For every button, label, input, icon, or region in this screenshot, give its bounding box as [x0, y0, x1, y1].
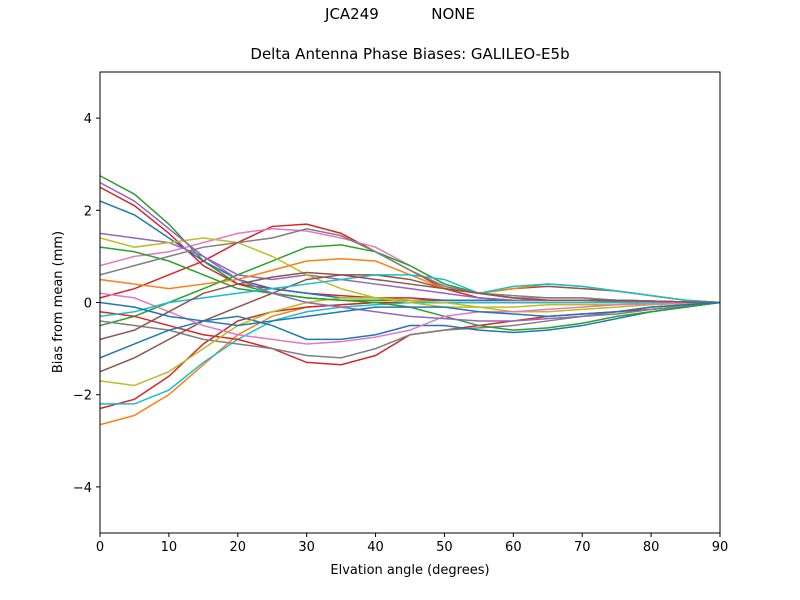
x-tick-label: 70: [574, 540, 591, 555]
x-tick-label: 50: [436, 540, 453, 555]
series-line: [99, 292, 721, 345]
y-tick-label: 2: [84, 204, 92, 219]
series-line: [99, 271, 721, 341]
y-tick-label: 4: [84, 112, 92, 127]
y-tick-label: −2: [73, 389, 92, 404]
x-tick-label: 80: [643, 540, 660, 555]
x-tick-label: 10: [161, 540, 178, 555]
x-tick-label: 30: [298, 540, 315, 555]
suptitle: JCA249 NONE: [324, 5, 475, 23]
x-tick-label: 90: [712, 540, 729, 555]
chart-title: Delta Antenna Phase Biases: GALILEO-E5b: [250, 45, 569, 63]
y-tick-label: 0: [84, 297, 92, 312]
series-line: [99, 301, 721, 359]
x-tick-label: 0: [96, 540, 104, 555]
x-tick-label: 20: [230, 540, 247, 555]
series-line: [99, 297, 721, 387]
series-line: [99, 301, 721, 327]
y-tick-label: −4: [73, 481, 92, 496]
x-axis-label: Elvation angle (degrees): [330, 563, 489, 578]
plot-area: [99, 175, 721, 426]
series-line: [99, 274, 721, 318]
x-tick-label: 60: [505, 540, 522, 555]
y-axis-label: Bias from mean (mm): [51, 231, 66, 373]
x-tick-label: 40: [367, 540, 384, 555]
